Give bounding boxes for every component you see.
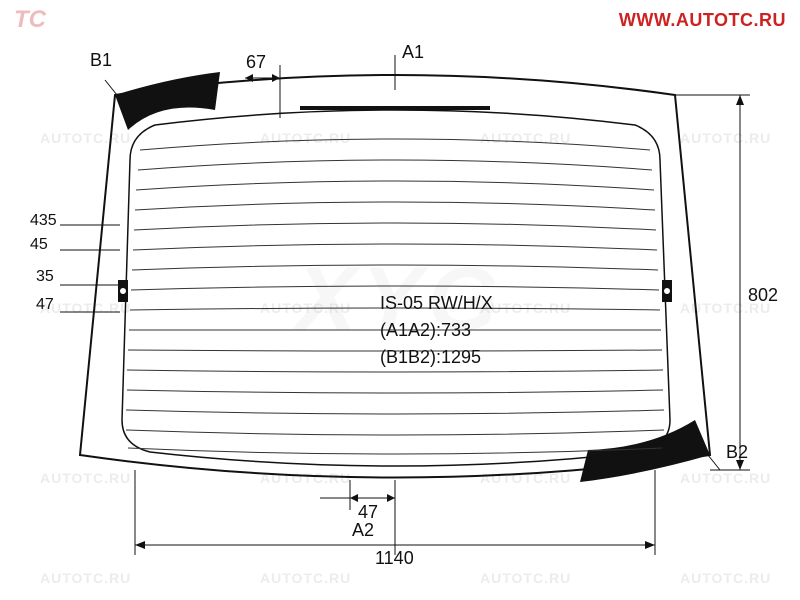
label-435: 435: [30, 212, 57, 230]
label-47-left: 47: [36, 296, 54, 314]
part-number: IS-05 RW/H/X: [380, 290, 493, 317]
dim-a1a2: (A1A2):733: [380, 317, 493, 344]
label-b2: B2: [726, 442, 748, 463]
label-a1: A1: [402, 42, 424, 63]
label-1140: 1140: [375, 548, 414, 569]
label-802: 802: [748, 285, 778, 306]
label-35: 35: [36, 268, 54, 286]
label-45: 45: [30, 236, 48, 254]
label-b1: B1: [90, 50, 112, 71]
label-a2: A2: [352, 520, 374, 541]
dim-b1b2: (B1B2):1295: [380, 344, 493, 371]
label-67: 67: [246, 52, 266, 73]
center-spec: IS-05 RW/H/X (A1A2):733 (B1B2):1295: [380, 290, 493, 371]
